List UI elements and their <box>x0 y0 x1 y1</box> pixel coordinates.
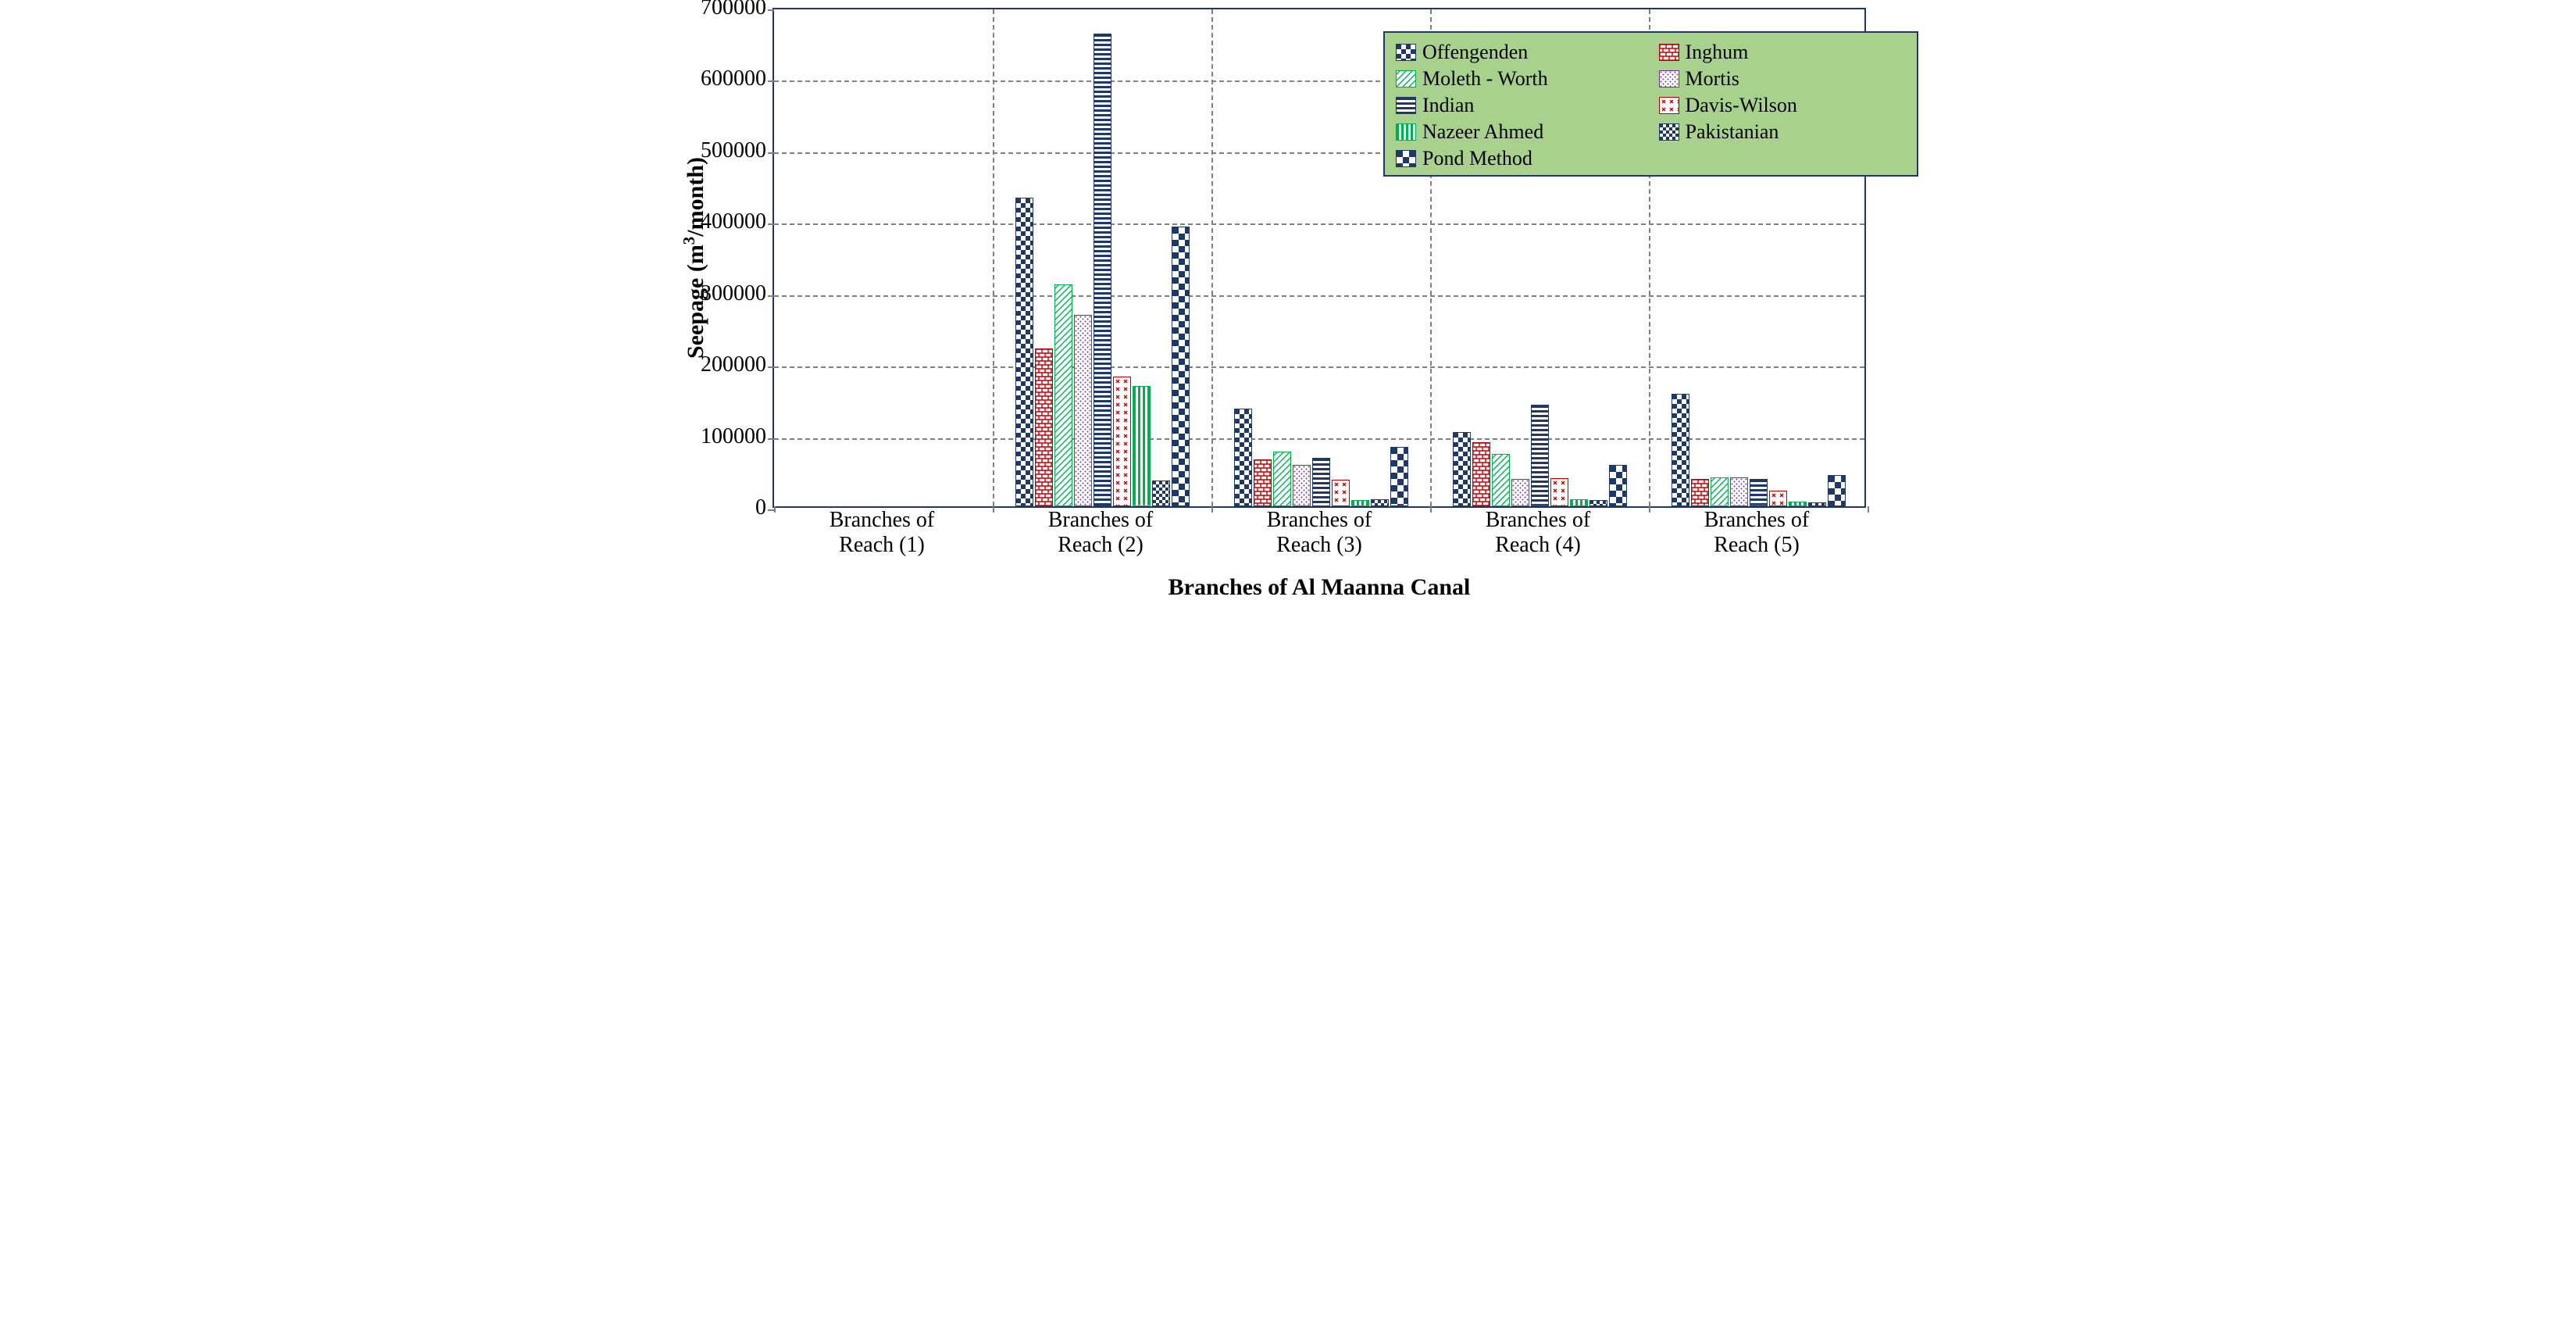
y-tick <box>768 366 774 368</box>
legend-item: Indian <box>1396 94 1643 117</box>
legend-label: Nazeer Ahmed <box>1422 120 1543 144</box>
bar <box>1074 315 1092 506</box>
legend-label: Pond Method <box>1422 147 1532 170</box>
bar <box>1511 479 1529 506</box>
y-tick <box>768 223 774 225</box>
legend-label: Inghum <box>1686 41 1749 64</box>
bar <box>1133 386 1151 506</box>
y-tick-label: 300000 <box>694 281 766 306</box>
y-tick-label: 100000 <box>694 424 766 449</box>
x-category-label: Branches ofReach (4) <box>1429 508 1647 558</box>
bar <box>1589 500 1607 506</box>
y-tick <box>768 295 774 297</box>
bar <box>1371 499 1389 506</box>
legend-label: Davis-Wilson <box>1686 94 1797 117</box>
bar <box>1550 478 1568 506</box>
bar <box>1472 442 1490 506</box>
legend-item: Inghum <box>1659 41 1907 64</box>
bar <box>1769 491 1787 506</box>
bar <box>1609 465 1627 506</box>
bar <box>1054 284 1072 506</box>
legend-swatch <box>1396 123 1416 141</box>
bar <box>1113 377 1131 506</box>
legend: Offengenden Inghum Moleth - Worth Mortis Ind… <box>1383 31 1918 177</box>
x-category-label: Branches ofReach (5) <box>1647 508 1866 558</box>
bar <box>1035 348 1053 506</box>
x-category-label: Branches ofReach (2) <box>991 508 1210 558</box>
legend-swatch <box>1659 70 1679 88</box>
legend-label: Offengenden <box>1422 41 1528 64</box>
legend-swatch <box>1659 123 1679 141</box>
bar <box>1828 475 1846 506</box>
y-tick-label: 700000 <box>694 0 766 20</box>
bar <box>1172 227 1190 506</box>
bar <box>1750 479 1768 506</box>
bar <box>1273 452 1291 506</box>
y-tick <box>768 9 774 11</box>
bar <box>1332 480 1350 506</box>
bar <box>1531 405 1549 506</box>
bar <box>1570 499 1588 506</box>
legend-swatch <box>1396 150 1416 167</box>
plot-area: Offengenden Inghum Moleth - Worth Mortis Ind… <box>772 8 1866 508</box>
y-tick-label: 600000 <box>694 66 766 91</box>
x-category-label: Branches ofReach (3) <box>1210 508 1429 558</box>
y-tick-label: 500000 <box>694 138 766 163</box>
legend-item: Mortis <box>1659 67 1907 91</box>
legend-label: Indian <box>1422 94 1474 117</box>
y-tick-label: 0 <box>694 495 766 520</box>
legend-label: Moleth - Worth <box>1422 67 1548 91</box>
bar <box>1312 458 1330 506</box>
seepage-chart: Seepage (m3/month) <box>694 0 1882 617</box>
bar <box>1492 454 1510 506</box>
legend-item: Moleth - Worth <box>1396 67 1643 91</box>
bar <box>1808 502 1826 506</box>
legend-item: Nazeer Ahmed <box>1396 120 1643 144</box>
bar <box>1789 502 1807 506</box>
bar <box>1691 479 1709 506</box>
bar <box>1453 432 1471 506</box>
bar <box>1094 34 1111 506</box>
legend-swatch <box>1396 70 1416 88</box>
legend-swatch <box>1396 44 1416 61</box>
y-axis-title: Seepage (m3/month) <box>680 157 709 359</box>
y-tick <box>768 152 774 154</box>
bar <box>1152 481 1170 506</box>
bar <box>1672 394 1689 506</box>
bar <box>1234 409 1252 506</box>
bar <box>1390 447 1408 506</box>
bar <box>1293 465 1311 506</box>
y-tick-label: 200000 <box>694 352 766 377</box>
legend-swatch <box>1396 97 1416 114</box>
bar <box>1351 500 1369 506</box>
bar <box>1730 477 1748 506</box>
x-tick <box>1868 506 1869 513</box>
x-axis-title: Branches of Al Maanna Canal <box>772 574 1866 601</box>
y-tick <box>768 438 774 440</box>
legend-item: Pakistanian <box>1659 120 1907 144</box>
legend-item: Pond Method <box>1396 147 1643 170</box>
y-tick <box>768 80 774 82</box>
legend-swatch <box>1659 97 1679 114</box>
legend-label: Mortis <box>1686 67 1739 91</box>
legend-swatch <box>1659 44 1679 61</box>
legend-label: Pakistanian <box>1686 120 1779 144</box>
legend-item: Davis-Wilson <box>1659 94 1907 117</box>
x-category-label: Branches ofReach (1) <box>772 508 991 558</box>
y-tick-label: 400000 <box>694 209 766 234</box>
bar <box>1711 477 1729 506</box>
bar <box>1015 198 1033 506</box>
legend-item: Offengenden <box>1396 41 1643 64</box>
bar <box>1254 459 1272 506</box>
